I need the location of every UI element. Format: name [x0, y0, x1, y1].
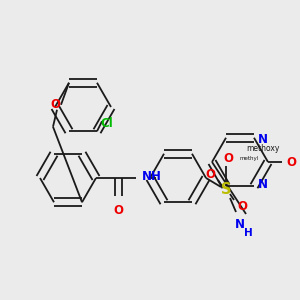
Text: methyl: methyl [240, 156, 259, 161]
Text: S: S [221, 182, 231, 197]
Text: N: N [235, 218, 245, 231]
Text: O: O [113, 204, 123, 217]
Text: H: H [244, 228, 252, 238]
Text: O: O [50, 98, 60, 111]
Text: N: N [258, 133, 268, 146]
Text: O: O [286, 155, 296, 169]
Text: O: O [205, 167, 215, 181]
Text: NH: NH [142, 169, 162, 182]
Text: methoxy: methoxy [246, 144, 279, 153]
Text: N: N [258, 178, 268, 191]
Text: Cl: Cl [100, 117, 113, 130]
Text: O: O [237, 200, 247, 212]
Text: O: O [223, 152, 233, 165]
